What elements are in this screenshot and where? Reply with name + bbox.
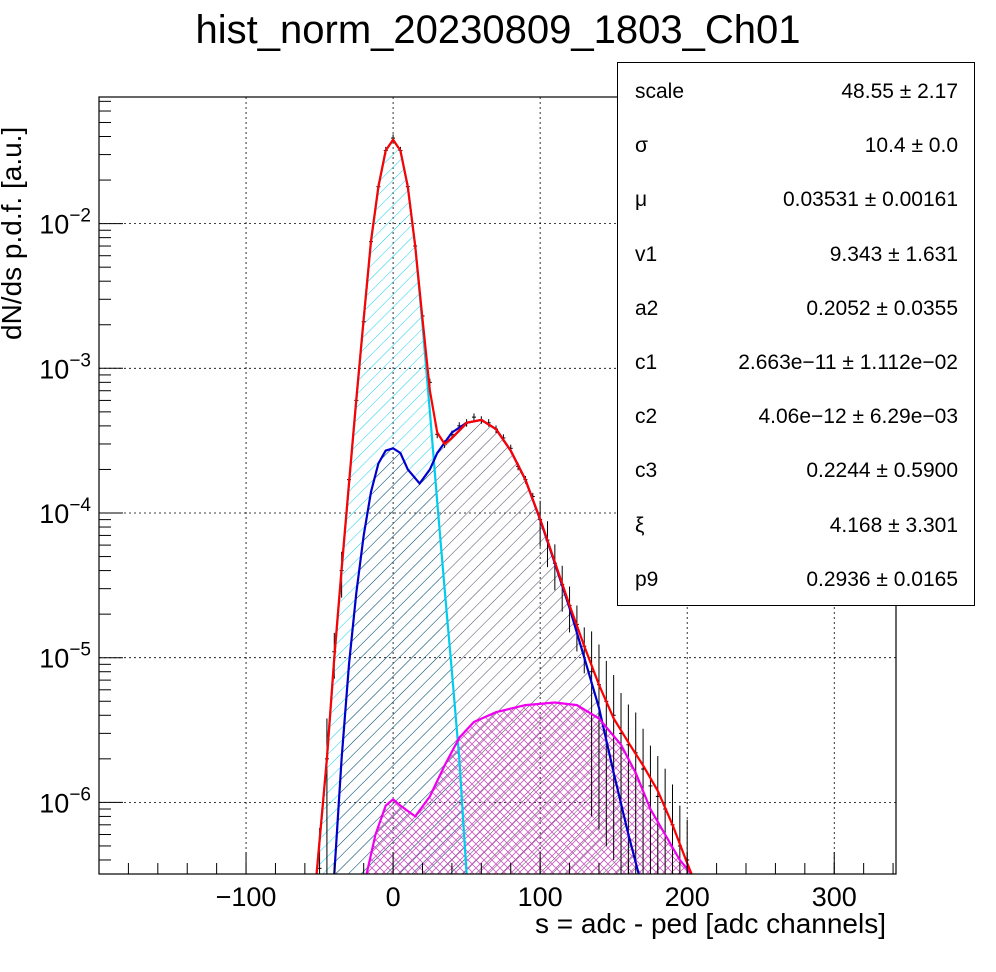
- stat-name: σ: [635, 134, 648, 157]
- fit-parameters-box: scale 48.55 ± 2.17 σ 10.4 ± 0.0 μ 0.0353…: [617, 62, 975, 606]
- x-axis-label: s = adc - ped [adc channels]: [535, 908, 886, 939]
- y-tick-label: 10−2: [39, 206, 91, 240]
- x-tick-label: −100: [216, 882, 277, 912]
- fit-fill-areas: [316, 139, 692, 874]
- stat-value: 0.2244 ± 0.5900: [806, 459, 958, 482]
- stat-row-sigma: σ 10.4 ± 0.0: [618, 134, 974, 164]
- fit-curves: [315, 137, 693, 874]
- stat-row-mu: μ 0.03531 ± 0.00161: [618, 188, 974, 218]
- stat-value: 0.2936 ± 0.0165: [806, 568, 958, 591]
- stat-row-c2: c2 4.06e−12 ± 6.29e−03: [618, 405, 974, 435]
- y-tick-label: 10−4: [39, 495, 91, 529]
- stat-row-xi: ξ 4.168 ± 3.301: [618, 514, 974, 544]
- stat-value: 48.55 ± 2.17: [841, 80, 958, 103]
- stat-name: v1: [635, 243, 658, 266]
- stat-name: c1: [635, 351, 658, 374]
- stat-row-p9: p9 0.2936 ± 0.0165: [618, 568, 974, 598]
- stat-row-c1: c1 2.663e−11 ± 1.112e−02: [618, 351, 974, 381]
- stat-value: 4.168 ± 3.301: [829, 514, 958, 537]
- stat-row-c3: c3 0.2244 ± 0.5900: [618, 459, 974, 489]
- chart-title: hist_norm_20230809_1803_Ch01: [195, 8, 801, 52]
- stat-value: 0.03531 ± 0.00161: [782, 188, 958, 211]
- x-tick-label: 0: [386, 882, 401, 912]
- stat-value: 9.343 ± 1.631: [829, 243, 958, 266]
- stat-row-v1: v1 9.343 ± 1.631: [618, 243, 974, 273]
- y-tick-label: 10−6: [39, 784, 91, 818]
- y-tick-label: 10−3: [39, 350, 91, 384]
- y-tick-label: 10−5: [39, 640, 91, 674]
- x-tick-label: 300: [812, 882, 857, 912]
- axes: −100 0 100 200 300 10−2 10−3 10−4 10−5 10−6: [39, 100, 894, 912]
- stat-row-scale: scale 48.55 ± 2.17: [618, 80, 974, 110]
- stat-name: μ: [635, 188, 648, 211]
- stat-value: 0.2052 ± 0.0355: [806, 297, 958, 320]
- stat-name: p9: [635, 568, 659, 591]
- series-fill-area: [366, 702, 692, 874]
- stat-value: 2.663e−11 ± 1.112e−02: [738, 351, 958, 374]
- series-line: [365, 701, 693, 874]
- stat-value: 10.4 ± 0.0: [864, 134, 958, 157]
- stat-name: c2: [635, 405, 658, 428]
- stat-name: a2: [635, 297, 659, 320]
- x-tick-label: 200: [665, 882, 710, 912]
- series-line: [315, 137, 693, 874]
- y-axis-label: dN/ds p.d.f. [a.u.]: [0, 126, 27, 340]
- stat-row-a2: a2 0.2052 ± 0.0355: [618, 297, 974, 327]
- stat-name: ξ: [635, 514, 645, 537]
- stat-name: c3: [635, 459, 658, 482]
- stat-value: 4.06e−12 ± 6.29e−03: [758, 405, 958, 428]
- stat-name: scale: [635, 80, 685, 103]
- x-tick-label: 100: [518, 882, 563, 912]
